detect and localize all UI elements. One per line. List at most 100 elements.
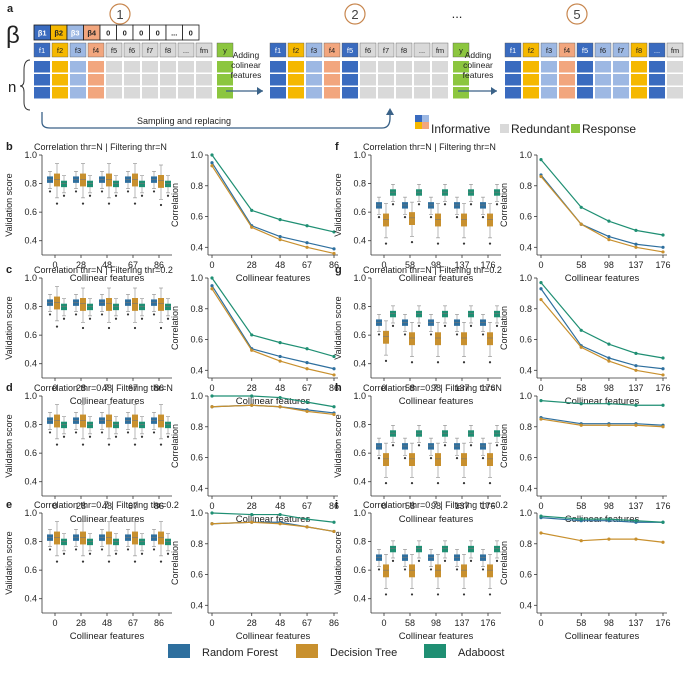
matrix-cell [306,61,322,73]
line-x-tick-label: 0 [538,501,543,511]
feature-header-label: ... [419,46,425,55]
box-random-forest [376,443,382,450]
feature-header [51,42,69,58]
box-outlier [126,548,130,551]
matrix-cell [523,87,539,99]
matrix-cell [631,61,647,73]
feature-header-label: f6 [600,46,606,55]
line-point [210,394,214,398]
line-point [250,208,254,212]
panel-label-d: d [6,382,13,394]
line-point [305,245,309,249]
line-y-tick-label: 0.4 [519,365,532,375]
box-outlier [88,552,92,555]
beta-cell-label: β1 [38,29,47,38]
matrix-cell [306,87,322,99]
panel-title: Correlation thr=0.7 | Filtering thr=N [34,383,173,393]
box-outlier [114,317,118,320]
step-number: 1 [116,7,123,22]
box-decision-tree [409,453,415,466]
box-outlier [126,313,130,316]
feature-header [141,42,159,58]
box-x-tick-label: 0 [381,501,386,511]
box-adaboost [468,310,474,318]
feature-header [431,42,449,58]
line-y-tick-label: 0.6 [519,453,532,463]
line-point [210,161,214,165]
legend-label: Random Forest [202,647,278,659]
line-point [250,512,254,517]
line-x-tick-label: 86 [329,501,339,511]
line-x-tick-label: 86 [329,618,339,628]
box-decision-tree [435,213,441,227]
box-adaboost [494,310,500,318]
panel-title: Correlation thr=N | Filtering thr=0.2 [34,265,173,275]
box-random-forest [480,554,486,561]
line-point [661,356,665,360]
box-outlier [133,443,137,446]
line-point [278,234,282,239]
box-outlier [436,361,440,364]
box-x-tick-label: 48 [102,618,112,628]
legend-swatch [168,644,190,658]
feature-header-label: ... [183,46,189,55]
box-decision-tree [487,213,493,227]
matrix-cell [631,74,647,86]
box-outlier [469,203,473,206]
feature-matrix-2: f1 f2 f3 f4 f5 f6 f7 f8... fm y [269,42,470,99]
box-y-tick-label: 0.8 [24,420,37,430]
box-outlier [166,194,170,197]
box-y-tick-label: 0.8 [24,537,37,547]
line-y-tick-label: 0.8 [519,181,532,191]
box-decision-tree [409,332,415,346]
matrix-cell [453,74,469,86]
matrix-cell [342,74,358,86]
line-point [210,164,214,168]
box-y-tick-label: 0.8 [24,179,37,189]
box-random-forest [480,202,486,209]
box-y-tick-label: 1.0 [353,150,366,160]
feature-header [594,42,612,58]
panel-label-g: g [335,264,342,276]
panel-title: Correlation thr=0.7 | Filtering thr=0.2 [363,500,508,510]
box-outlier [417,203,421,206]
box-random-forest [402,202,408,209]
line-series-decision-tree [211,521,335,533]
matrix-cell [595,61,611,73]
box-random-forest [376,554,382,561]
line-point [539,514,543,518]
matrix-cell [649,74,665,86]
line-y-tick-label: 0.8 [519,422,532,432]
box-outlier [62,317,66,320]
line-point [634,537,638,541]
arrow-1-head [257,87,263,95]
box-outlier [152,190,156,193]
line-point [210,153,214,157]
line-x-tick-label: 176 [655,618,670,628]
line-point [250,348,254,352]
box-x-tick-label: 176 [480,618,495,628]
box-adaboost [442,310,448,318]
box-outlier [384,482,388,485]
box-decision-tree [132,414,138,428]
matrix-cell [142,87,158,99]
line-point [634,228,638,232]
matrix-cell [70,74,86,86]
line-point [539,399,543,403]
line-x-tick-label: 67 [302,383,312,393]
matrix-cell [196,74,212,86]
box-outlier [410,593,414,596]
box-outlier [55,560,59,563]
box-outlier [74,431,78,434]
feature-header-label: f1 [275,46,281,55]
line-point [305,409,309,413]
matrix-cell [453,61,469,73]
box-outlier [140,194,144,197]
box-decision-tree [383,564,389,578]
matrix-cell [88,61,104,73]
box-y-tick-label: 0.4 [24,359,37,369]
line-point [332,354,336,359]
box-outlier [495,203,499,206]
box-y-tick-label: 0.8 [353,302,366,312]
line-point [305,361,309,365]
